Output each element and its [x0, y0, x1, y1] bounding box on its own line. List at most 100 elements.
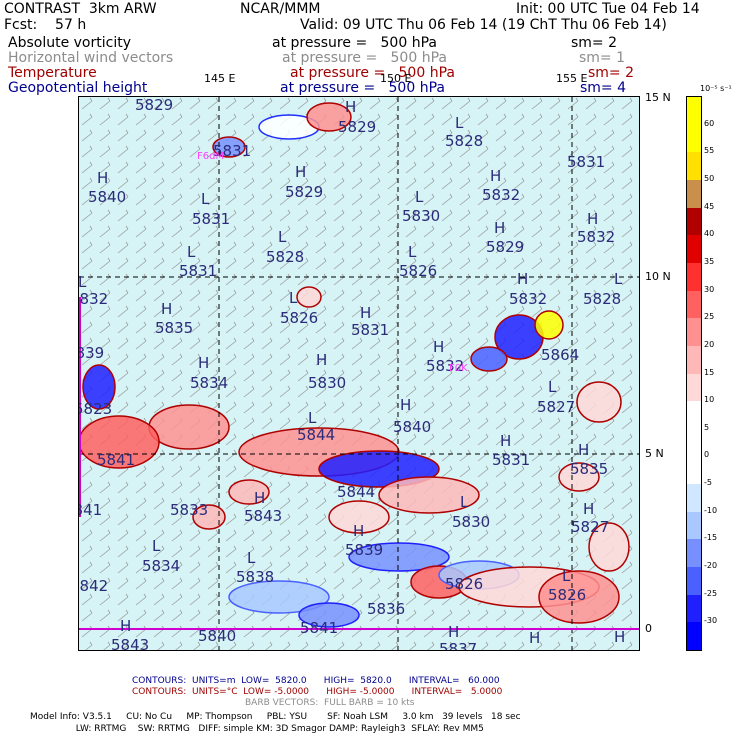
- lon-label-155e: 155 E: [556, 72, 588, 85]
- field-name-temperature: Temperature: [8, 65, 97, 81]
- lon-label-150e: 150 E: [380, 72, 412, 85]
- colorbar-tick-label: 25: [704, 312, 715, 322]
- height-contour-label: 5841: [300, 619, 339, 637]
- height-contour-label: 5830: [308, 374, 347, 392]
- pressure-center-label: H: [490, 167, 502, 185]
- height-contour-label: 5840: [198, 627, 237, 645]
- height-contour-label: 5826: [280, 309, 319, 327]
- field-sm-geopotential: sm= 4: [580, 80, 627, 96]
- height-contour-label: 5842: [79, 577, 109, 595]
- pressure-center-label: L: [415, 188, 424, 206]
- height-contour-label: 5832: [577, 228, 616, 246]
- height-contour-label: 5840: [393, 418, 432, 436]
- pressure-center-label: H: [316, 351, 328, 369]
- height-contour-label: 5827: [537, 398, 576, 416]
- pressure-center-label: H: [254, 489, 266, 507]
- vorticity-blob: [192, 504, 226, 530]
- colorbar-segment: [687, 622, 701, 651]
- colorbar-tick-label: 55: [704, 146, 715, 156]
- pressure-center-label: H: [198, 354, 210, 372]
- height-contour-label: 5832: [426, 357, 465, 375]
- colorbar-segment: [687, 97, 701, 126]
- model-source: NCAR/MMM: [240, 1, 321, 17]
- weather-map: 5829 H 5829 L 5828 5831 5831 H 5840 H 5829 H 5832 L 58…: [78, 96, 640, 651]
- pressure-center-label: H: [448, 623, 460, 641]
- height-contour-label: 5839: [345, 541, 384, 559]
- field-name-geopotential: Geopotential height: [8, 80, 148, 96]
- vorticity-blob: [588, 522, 630, 572]
- colorbar-tick-label: 15: [704, 367, 715, 377]
- height-contour-label: 5835: [570, 460, 609, 478]
- colorbar-segment: [687, 262, 701, 292]
- height-contour-label: 5834: [142, 557, 181, 575]
- colorbar-segment: [687, 567, 701, 596]
- colorbar-segment: [687, 511, 701, 540]
- vorticity-blob: [82, 364, 116, 410]
- field-level-wind: at pressure = 500 hPa: [282, 50, 447, 66]
- colorbar-tick-label: -10: [704, 505, 718, 515]
- colorbar-tick-label: -5: [704, 478, 712, 488]
- height-contour-label: 5837: [439, 640, 478, 651]
- lat-label-0: 0: [645, 622, 652, 635]
- height-contour-label: 5823: [79, 400, 113, 418]
- colorbar-tick-label: -25: [704, 588, 718, 598]
- vorticity-blob: [298, 602, 360, 628]
- colorbar-segment: [687, 207, 701, 236]
- colorbar-tick-label: 40: [704, 229, 715, 239]
- pressure-center-label: L: [247, 549, 256, 567]
- pressure-center-label: L: [614, 270, 623, 288]
- vorticity-blob: [378, 476, 480, 514]
- height-contour-label: 5831: [213, 142, 252, 160]
- colorbar-tick-label: -30: [704, 616, 718, 626]
- field-sm-wind: sm= 1: [579, 50, 626, 66]
- height-contour-label: 5826: [399, 262, 438, 280]
- lat-label-5n: 5 N: [645, 447, 664, 460]
- vorticity-blob: [558, 462, 600, 492]
- colorbar-tick-label: -20: [704, 561, 718, 571]
- pressure-center-label: L: [460, 493, 469, 511]
- vorticity-blob: [470, 346, 508, 372]
- lat-label-15n: 15 N: [645, 91, 671, 104]
- height-contour-label: 5829: [486, 238, 525, 256]
- height-contour-label: 5844: [297, 426, 336, 444]
- field-sm-vorticity: sm= 2: [571, 35, 618, 51]
- vorticity-blob: [306, 102, 352, 132]
- height-contour-label: 5829: [135, 96, 174, 114]
- colorbar-tick-label: 5: [704, 422, 710, 432]
- colorbar-segment: [687, 484, 701, 513]
- height-contour-label: 5844: [337, 483, 376, 501]
- colorbar-segment: [687, 290, 701, 319]
- colorbar-tick-label: 20: [704, 339, 715, 349]
- vorticity-blob: [538, 570, 620, 624]
- lat-label-10n: 10 N: [645, 270, 671, 283]
- lat-lon-grid: [79, 97, 639, 650]
- vorticity-blob: [228, 580, 330, 614]
- pressure-center-label: H: [500, 432, 512, 450]
- colorbar-segment: [687, 428, 701, 457]
- pressure-center-label: H: [583, 500, 595, 518]
- colorbar-tick-label: 50: [704, 173, 715, 183]
- pressure-center-label: L: [187, 243, 196, 261]
- colorbar-unit: 10⁻⁵ s⁻¹: [700, 84, 732, 93]
- pressure-center-label: H: [578, 441, 590, 459]
- pressure-center-label: H: [345, 98, 357, 116]
- pressure-center-label: H: [614, 628, 626, 646]
- height-contour-label: 5832: [482, 186, 521, 204]
- colorbar-segment: [687, 401, 701, 430]
- colorbar-segment: [687, 456, 701, 485]
- pink-label-1: F6dM: [197, 151, 225, 162]
- colorbar-segment: [687, 235, 701, 264]
- height-contour-label: 5833: [170, 501, 209, 519]
- forecast-hour: Fcst: 57 h: [4, 17, 87, 33]
- pressure-center-label: H: [517, 270, 529, 288]
- colorbar-tick-label: 30: [704, 284, 715, 294]
- init-time: Init: 00 UTC Tue 04 Feb 14: [516, 1, 700, 17]
- height-contour-label: 5840: [88, 188, 127, 206]
- footer-model-info-1: Model Info: V3.5.1 CU: No Cu MP: Thompso…: [30, 712, 521, 722]
- vorticity-blob: [348, 542, 450, 572]
- colorbar-segment: [687, 124, 701, 153]
- height-contour-label: 5831: [179, 262, 218, 280]
- height-contour-label: 5839: [79, 344, 105, 362]
- field-level-temperature: at pressure = 500 hPa: [290, 65, 455, 81]
- height-contour-label: 5828: [445, 132, 484, 150]
